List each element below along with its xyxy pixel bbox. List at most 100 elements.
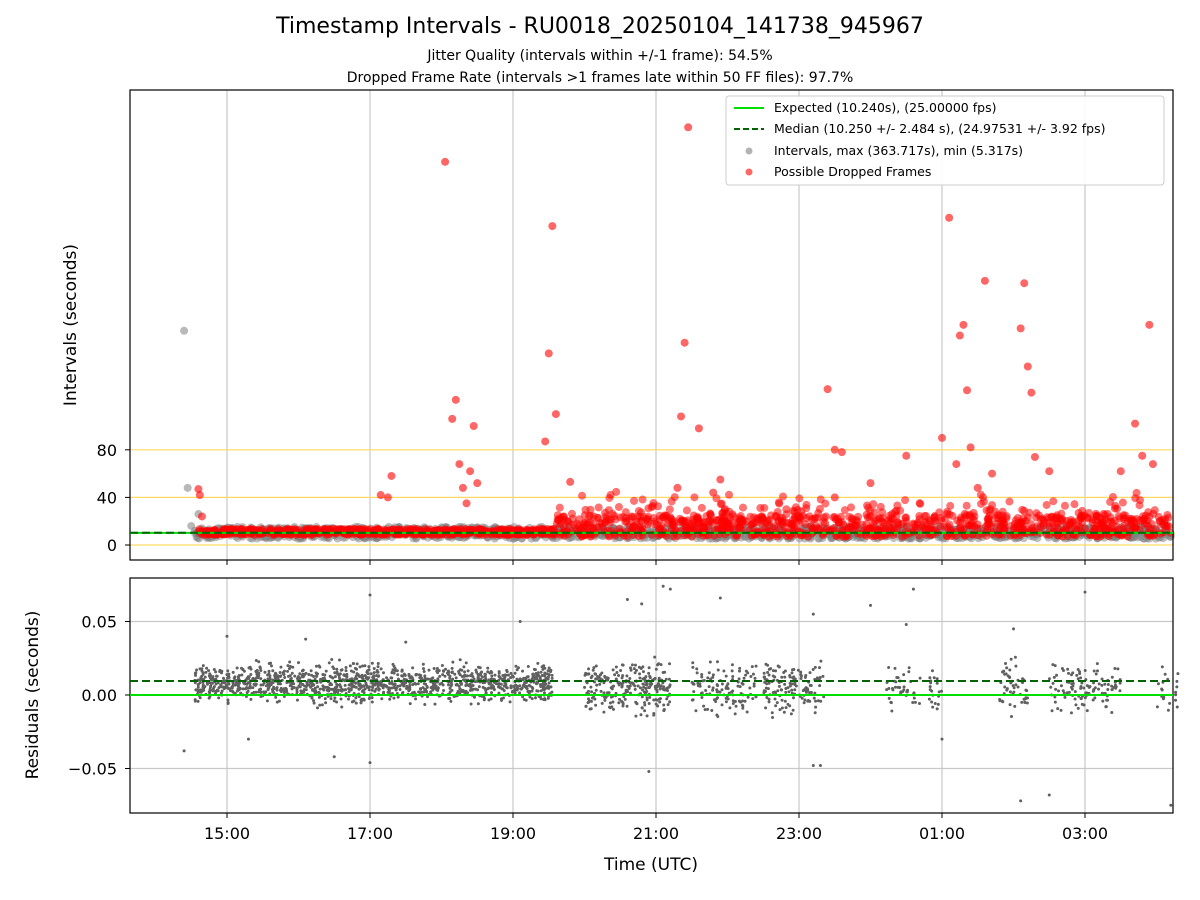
dropped-frame-point [1150,506,1159,515]
dropped-frame-point [195,491,204,500]
dropped-frame-point [756,527,765,536]
residual-point [401,681,405,685]
dropped-frame-point [1011,516,1020,525]
residual-point [608,701,612,705]
dropped-frame-point [788,520,797,529]
dropped-frame-point [1148,460,1157,469]
residual-point [414,697,418,701]
residual-point [518,691,522,695]
dropped-frame-point [814,524,823,533]
dropped-frame-point [371,530,380,539]
residual-point [241,687,245,691]
residual-point [763,675,767,679]
residual-point [642,690,646,694]
residual-point [335,700,339,704]
dropped-frame-point [578,491,587,500]
residual-point [423,674,427,678]
residual-point [289,677,293,681]
residual-point [271,678,275,682]
dropped-frame-point [227,525,236,534]
residual-point [434,684,438,688]
residual-point [333,696,337,700]
residual-point [295,686,299,690]
residual-point [667,677,671,681]
residual-point [437,669,441,673]
residual-point [296,675,300,679]
residual-point [595,677,599,681]
residual-point [458,658,462,662]
residual-point [248,665,252,669]
residual-point [442,669,446,673]
residual-point [796,668,800,672]
residual-point [432,681,436,685]
dropped-frame-point [876,502,885,511]
dropped-frame-point [690,493,699,502]
residual-point [590,690,594,694]
residual-point [204,670,208,674]
residual-point [464,661,468,665]
residual-point [907,666,911,670]
dropped-frame-point [1072,521,1081,530]
dropped-frame-point [956,522,965,531]
residual-point [738,666,742,670]
residual-point [626,684,630,688]
residual-point [221,676,225,680]
residual-point [339,668,343,672]
dropped-frame-point [665,505,674,514]
residual-point [640,706,644,710]
residual-point [692,682,696,686]
residual-point [435,669,439,673]
residual-point [710,708,714,712]
dropped-frame-point [968,530,977,539]
residual-point [212,667,216,671]
residual-point [367,697,371,701]
dropped-frame-point [1118,498,1127,507]
residual-point [656,704,660,708]
residual-point [764,686,768,690]
dropped-frame-point [844,524,853,533]
dropped-frame-point [791,503,800,512]
residual-point [466,669,470,673]
residual-point [790,691,794,695]
residual-point [498,675,502,679]
dropped-frame-point [902,451,911,460]
residual-point [550,673,554,677]
dropped-frame-point [593,513,602,522]
residual-point [476,688,480,692]
residual-point [270,687,274,691]
dropped-frame-point [1016,324,1025,333]
residual-point [771,716,775,720]
residual-point [346,697,350,701]
residual-point [297,684,301,688]
residual-point [407,689,411,693]
residual-point [804,690,808,694]
residual-point [487,686,491,690]
dropped-frame-point [998,516,1007,525]
residual-point [335,682,339,686]
dropped-frame-point [893,501,902,510]
residual-point [193,699,197,703]
residual-point [632,667,636,671]
residual-point [792,675,796,679]
residual-point [497,671,501,675]
residual-point [741,706,745,710]
residual-point [745,710,749,714]
dropped-frame-point [412,525,421,534]
residual-point [265,699,269,703]
residual-point [656,663,660,667]
residual-point [698,684,702,688]
residual-point [344,669,348,673]
residual-point [237,681,241,685]
dropped-frame-point [1029,527,1038,536]
residual-point [590,696,594,700]
residual-point [354,674,358,678]
dropped-frame-point [1062,521,1071,530]
residual-point [411,683,415,687]
residual-point [377,688,381,692]
residual-point [450,678,454,682]
residual-point [375,670,379,674]
residual-point [307,683,311,687]
residual-point [624,690,628,694]
residual-point [314,671,318,675]
residual-point [600,701,604,705]
